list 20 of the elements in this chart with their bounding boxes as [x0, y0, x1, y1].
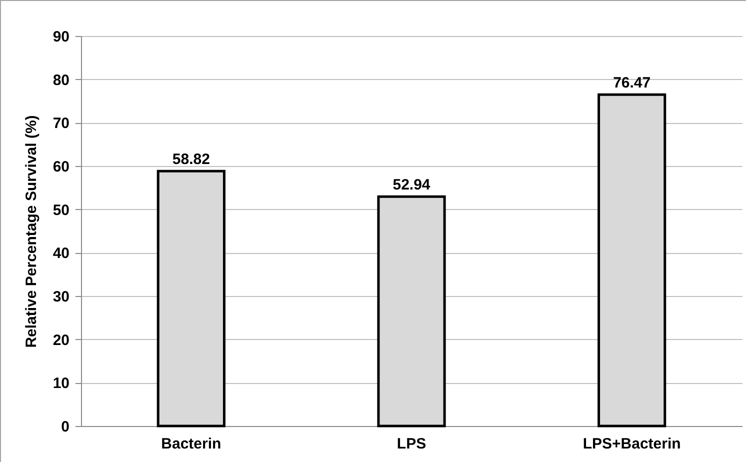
x-tick-label: LPS+Bacterin — [582, 436, 681, 452]
y-tick-label: 10 — [52, 375, 70, 392]
y-tick-label: 20 — [52, 332, 70, 349]
y-tick-label: 70 — [52, 115, 70, 132]
y-tick-label: 0 — [61, 418, 70, 436]
y-tick-label: 80 — [52, 72, 70, 89]
bar — [377, 195, 446, 428]
x-tick-label: Bacterin — [161, 436, 222, 452]
bar — [156, 170, 226, 428]
y-tick-label: 90 — [52, 28, 70, 46]
y-tick-label: 60 — [52, 158, 70, 176]
y-axis-title: Relative Percentage Survival (%) — [22, 115, 40, 348]
data-label: 58.82 — [172, 151, 210, 168]
y-tick-label: 50 — [52, 202, 70, 219]
bar — [598, 93, 666, 428]
data-label: 52.94 — [392, 176, 431, 194]
x-tick-label: LPS — [396, 436, 426, 452]
y-tick-label: 40 — [52, 245, 70, 262]
y-tick-label: 30 — [52, 288, 70, 306]
data-label: 76.47 — [613, 74, 651, 92]
